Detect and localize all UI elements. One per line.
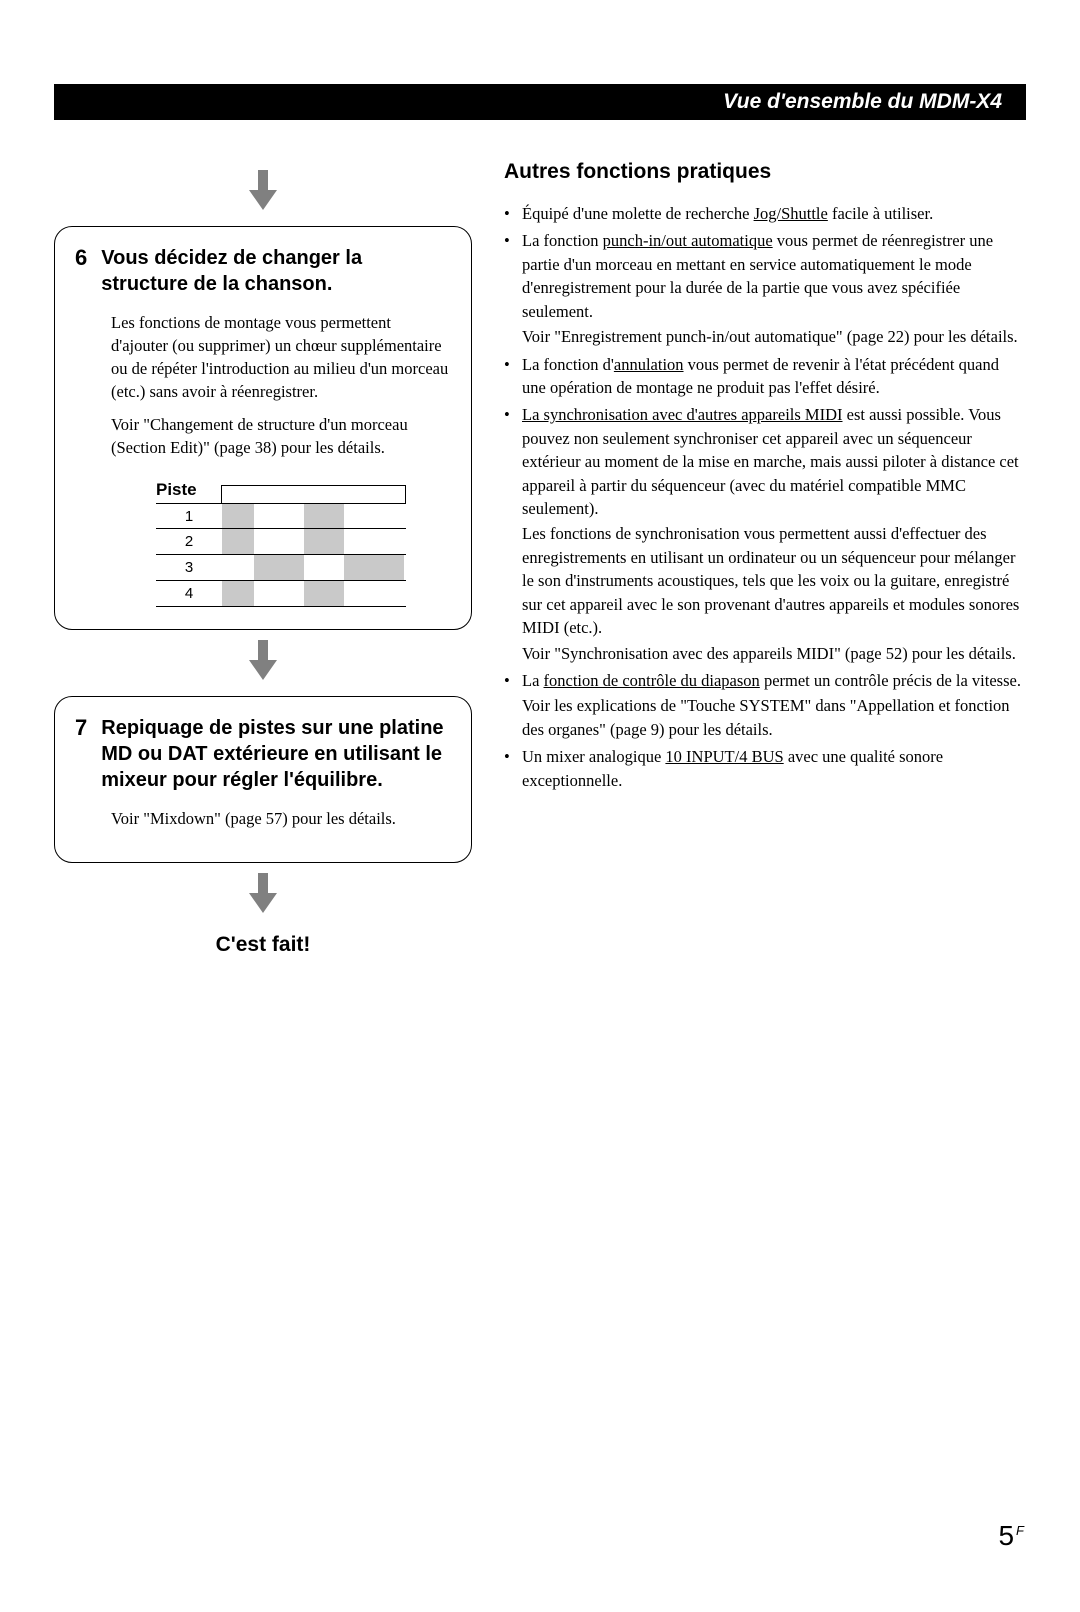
page-number: 5F bbox=[998, 1520, 1024, 1552]
track-label: Piste bbox=[156, 478, 222, 504]
step-title: Repiquage de pistes sur une platine MD o… bbox=[101, 715, 451, 793]
page-content: 6 Vous décidez de changer la structure d… bbox=[54, 160, 1026, 957]
chapter-header: Vue d'ensemble du MDM-X4 bbox=[54, 84, 1026, 120]
arrow-icon bbox=[54, 871, 472, 915]
left-column: 6 Vous décidez de changer la structure d… bbox=[54, 160, 472, 957]
track-row-num: 3 bbox=[156, 555, 222, 580]
list-item: La fonction punch-in/out automatique vou… bbox=[504, 229, 1026, 348]
step-text: Voir "Mixdown" (page 57) pour les détail… bbox=[111, 807, 451, 830]
section-heading: Autres fonctions pratiques bbox=[504, 160, 1026, 184]
track-diagram: Piste 1 2 3 bbox=[156, 478, 406, 608]
feature-list: Équipé d'une molette de recherche Jog/Sh… bbox=[504, 202, 1026, 792]
chapter-title: Vue d'ensemble du MDM-X4 bbox=[723, 90, 1002, 114]
arrow-icon bbox=[54, 638, 472, 682]
right-column: Autres fonctions pratiques Équipé d'une … bbox=[504, 160, 1026, 957]
step-6-box: 6 Vous décidez de changer la structure d… bbox=[54, 226, 472, 630]
track-row-num: 1 bbox=[156, 504, 222, 528]
list-item: La synchronisation avec d'autres apparei… bbox=[504, 403, 1026, 665]
list-item: Un mixer analogique 10 INPUT/4 BUS avec … bbox=[504, 745, 1026, 792]
list-item: Équipé d'une molette de recherche Jog/Sh… bbox=[504, 202, 1026, 225]
list-item: La fonction de contrôle du diapason perm… bbox=[504, 669, 1026, 741]
track-row-num: 4 bbox=[156, 581, 222, 606]
step-number: 6 bbox=[75, 245, 87, 271]
done-label: C'est fait! bbox=[54, 933, 472, 957]
list-item: La fonction d'annulation vous permet de … bbox=[504, 353, 1026, 400]
step-7-box: 7 Repiquage de pistes sur une platine MD… bbox=[54, 696, 472, 863]
step-text: Voir "Changement de structure d'un morce… bbox=[111, 413, 451, 459]
step-title: Vous décidez de changer la structure de … bbox=[101, 245, 451, 297]
arrow-icon bbox=[54, 168, 472, 212]
step-number: 7 bbox=[75, 715, 87, 741]
track-bracket bbox=[221, 485, 406, 503]
step-text: Les fonctions de montage vous permettent… bbox=[111, 311, 451, 403]
track-row-num: 2 bbox=[156, 529, 222, 554]
